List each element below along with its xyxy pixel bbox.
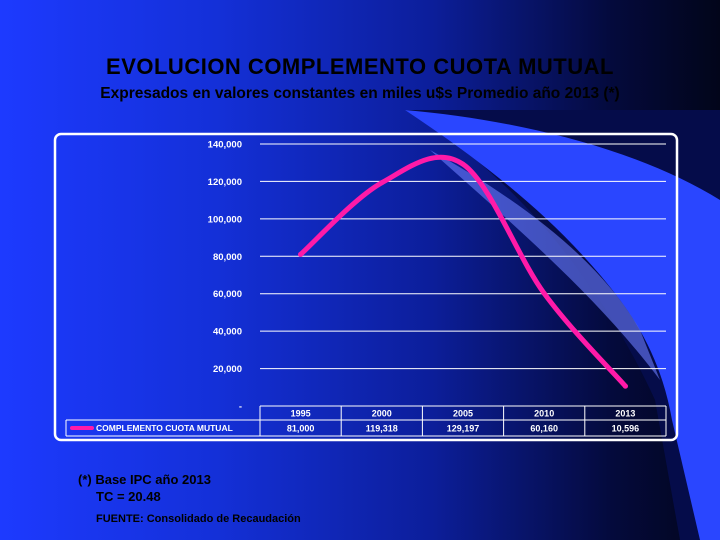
data-label: 119,318	[366, 424, 398, 434]
legend-label: COMPLEMENTO CUOTA MUTUAL	[96, 423, 233, 433]
y-tick-label: 20,000	[213, 364, 242, 375]
y-tick-label: 80,000	[213, 252, 242, 263]
y-tick-label: -	[239, 402, 242, 413]
data-point	[541, 290, 547, 296]
data-point	[460, 161, 466, 167]
chart-frame	[53, 132, 679, 442]
page-title: EVOLUCION COMPLEMENTO CUOTA MUTUAL	[106, 54, 614, 79]
x-tick-label: 2010	[534, 409, 554, 419]
data-point	[379, 180, 385, 186]
data-label: 129,197	[447, 424, 480, 434]
page-subtitle: Expresados en valores constantes en mile…	[100, 85, 620, 102]
x-tick-label: 2000	[372, 409, 392, 419]
y-tick-label: 140,000	[208, 140, 242, 151]
series-line	[298, 154, 628, 389]
data-label: 10,596	[612, 424, 640, 434]
y-tick-label: 40,000	[213, 327, 242, 338]
footnote-source: FUENTE: Consolidado de Recaudación	[96, 513, 301, 525]
data-label: 60,160	[530, 424, 558, 434]
footnote-base: (*) Base IPC año 2013	[78, 472, 211, 487]
x-tick-label: 2013	[615, 409, 635, 419]
x-tick-label: 2005	[453, 409, 473, 419]
y-tick-label: 60,000	[213, 289, 242, 300]
x-tick-label: 1995	[291, 409, 311, 419]
data-point	[298, 251, 304, 257]
data-point	[622, 383, 628, 389]
footnote-exchange-rate: TC = 20.48	[96, 489, 161, 504]
data-label: 81,000	[287, 424, 315, 434]
y-tick-label: 120,000	[208, 177, 242, 188]
y-tick-label: 100,000	[208, 214, 242, 225]
